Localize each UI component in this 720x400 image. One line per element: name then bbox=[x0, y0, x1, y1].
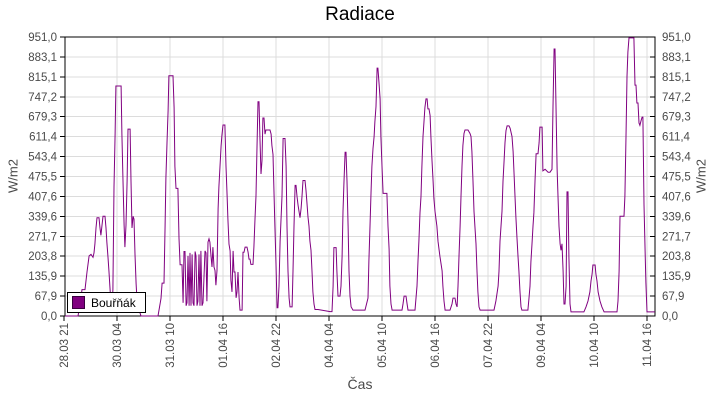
x-tick-label: 07.04 22 bbox=[483, 323, 495, 368]
x-tick-label: 11.04 16 bbox=[642, 323, 654, 367]
series-line bbox=[65, 37, 655, 317]
legend: Bouřňák bbox=[67, 292, 146, 313]
y-tick-label-right: 67,9 bbox=[662, 291, 684, 303]
y-tick-label-left: 135,9 bbox=[28, 271, 57, 283]
x-tick-label: 09.04 04 bbox=[536, 322, 548, 367]
y-tick-label-right: 951,0 bbox=[662, 32, 691, 44]
y-tick-label-right: 815,1 bbox=[662, 72, 691, 84]
y-tick-label-right: 747,2 bbox=[662, 92, 691, 104]
x-tick-label: 01.04 16 bbox=[218, 323, 230, 368]
y-tick-label-left: 815,1 bbox=[28, 72, 57, 84]
y-tick-label-left: 679,3 bbox=[28, 112, 57, 124]
y-tick-label-left: 611,4 bbox=[29, 132, 58, 144]
legend-swatch-icon bbox=[72, 296, 85, 309]
y-tick-label-right: 0,0 bbox=[662, 311, 678, 323]
y-tick-label-right: 135,9 bbox=[662, 271, 691, 283]
y-tick-label-right: 679,3 bbox=[662, 112, 691, 124]
legend-series-label: Bouřňák bbox=[91, 295, 136, 310]
y-tick-label-left: 475,5 bbox=[28, 172, 57, 184]
y-tick-label-left: 883,1 bbox=[28, 52, 57, 64]
y-tick-label-left: 271,7 bbox=[28, 231, 57, 243]
y-axis-title-right: W/m2 bbox=[693, 159, 709, 193]
y-tick-label-left: 747,2 bbox=[28, 92, 57, 104]
y-tick-label-left: 0,0 bbox=[41, 311, 57, 323]
y-tick-label-left: 407,6 bbox=[28, 191, 57, 203]
x-axis-title: Čas bbox=[347, 376, 373, 392]
x-tick-label: 05.04 10 bbox=[377, 323, 389, 368]
x-tick-label: 10.04 10 bbox=[589, 323, 601, 368]
y-tick-label-right: 407,6 bbox=[662, 191, 691, 203]
y-tick-label-left: 951,0 bbox=[28, 32, 57, 44]
x-tick-label: 04.04 04 bbox=[324, 322, 336, 367]
y-tick-label-right: 203,8 bbox=[662, 251, 691, 263]
y-tick-label-right: 883,1 bbox=[662, 52, 691, 64]
x-tick-label: 28.03 21 bbox=[59, 323, 71, 368]
y-tick-label-right: 339,6 bbox=[662, 211, 691, 223]
x-tick-label: 06.04 16 bbox=[430, 323, 442, 368]
y-tick-label-right: 475,5 bbox=[662, 172, 691, 184]
y-tick-label-left: 67,9 bbox=[35, 291, 57, 303]
x-tick-label: 30.03 04 bbox=[112, 322, 124, 367]
x-tick-label: 31.03 10 bbox=[165, 323, 177, 368]
y-tick-label-left: 543,4 bbox=[28, 152, 57, 164]
y-tick-label-right: 611,4 bbox=[662, 132, 691, 144]
y-axis-title-left: W/m2 bbox=[5, 159, 21, 193]
y-tick-label-left: 339,6 bbox=[28, 211, 57, 223]
x-tick-label: 02.04 22 bbox=[271, 323, 283, 368]
chart-title: Radiace bbox=[325, 4, 395, 25]
y-tick-label-right: 543,4 bbox=[662, 152, 691, 164]
y-tick-label-right: 271,7 bbox=[662, 231, 691, 243]
y-tick-label-left: 203,8 bbox=[28, 251, 57, 263]
